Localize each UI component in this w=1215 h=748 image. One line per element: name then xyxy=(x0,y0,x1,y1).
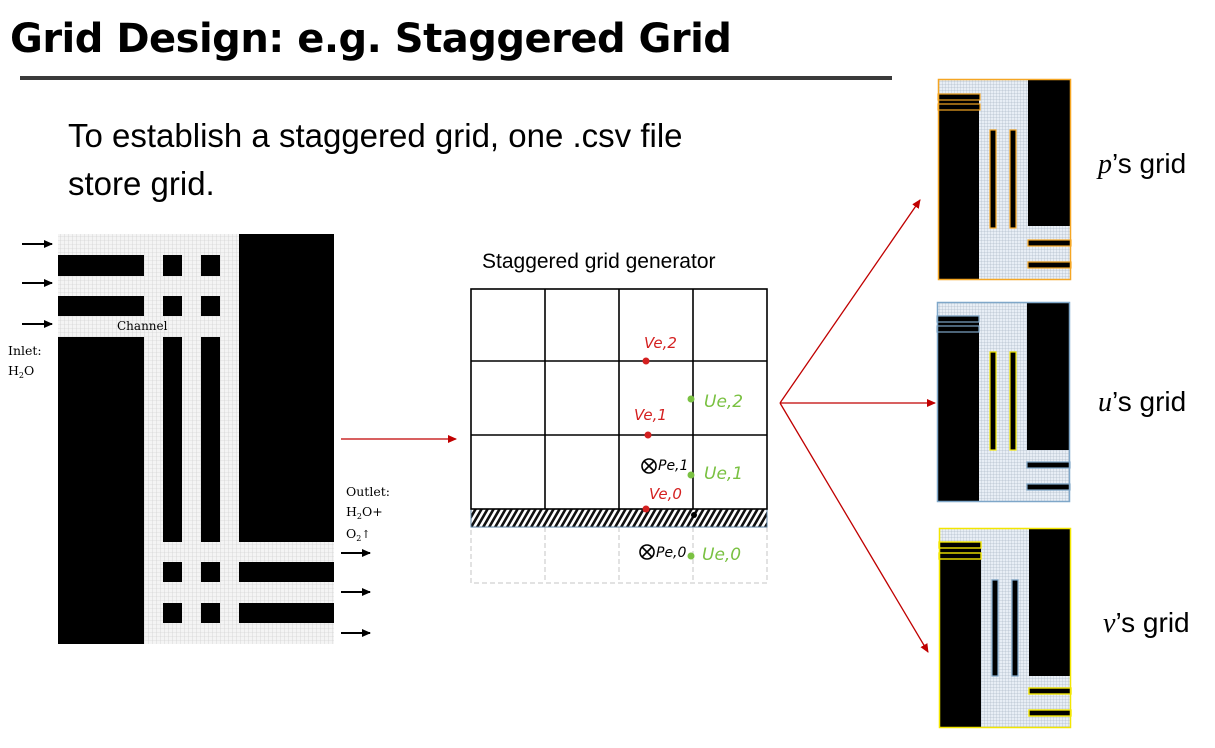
outlet-label: Outlet: H2O+ O2↑ xyxy=(346,482,390,546)
solid-block xyxy=(163,603,182,623)
inlet-arrows xyxy=(22,240,53,328)
v-point xyxy=(642,505,650,513)
flow-arrow-to-p-grid xyxy=(779,199,921,404)
u-point xyxy=(687,471,695,479)
domain-figure xyxy=(58,234,334,644)
solid-block xyxy=(58,255,144,276)
solid-block xyxy=(163,337,182,542)
generator-title: Staggered grid generator xyxy=(482,250,716,273)
channel-label: Channel xyxy=(117,319,168,333)
wall-boundary xyxy=(470,508,768,528)
solid-block xyxy=(201,255,220,276)
p-grid-label: p’s grid xyxy=(1098,148,1187,180)
circle-cross-icon xyxy=(639,544,655,560)
solid-block xyxy=(201,296,220,316)
solid-block xyxy=(163,296,182,316)
v-i0-label: Ve,0 xyxy=(649,485,682,503)
u-i1-label: Ue,1 xyxy=(704,464,743,484)
staggered-grid-sketch: Ve,2 Ve,1 Ve,0 Ue,2 Ue,1 Ue,0 Pe,1 Pe,0 xyxy=(470,288,768,584)
v-i1-label: Ve,1 xyxy=(634,406,667,424)
outlet-arrows xyxy=(341,549,371,637)
solid-block xyxy=(239,562,334,582)
u-i2-label: Ue,2 xyxy=(704,392,743,412)
outlet-species-2: O2↑ xyxy=(346,526,371,543)
u-grid-label: u’s grid xyxy=(1098,386,1187,418)
v-point xyxy=(644,431,652,439)
body-line-2: store grid. xyxy=(68,165,215,202)
solid-block xyxy=(239,234,334,542)
slide-title: Grid Design: e.g. Staggered Grid xyxy=(10,16,732,62)
inlet-species: H2O xyxy=(8,363,35,380)
solid-block xyxy=(201,603,220,623)
title-underline xyxy=(20,76,892,80)
body-line-1: To establish a staggered grid, one .csv … xyxy=(68,117,683,154)
corner-point xyxy=(691,512,697,518)
outlet-species-1: H2O+ xyxy=(346,504,383,521)
solid-block xyxy=(239,603,334,623)
p-grid-image xyxy=(937,78,1072,281)
flow-arrow-to-v-grid xyxy=(779,402,929,653)
solid-block xyxy=(163,562,182,582)
p-i1-label: Pe,1 xyxy=(658,458,688,474)
v-grid-label: v’s grid xyxy=(1103,607,1190,639)
u-point xyxy=(687,395,695,403)
inlet-title: Inlet: xyxy=(8,343,42,358)
circle-cross-icon xyxy=(641,458,657,474)
inlet-label: Inlet: H2O xyxy=(8,341,42,383)
main-cells xyxy=(470,288,768,510)
v-grid-image xyxy=(938,527,1072,729)
v-i2-label: Ve,2 xyxy=(644,334,677,352)
arrow-up-icon: ↑ xyxy=(361,528,371,541)
u-grid-image xyxy=(936,301,1071,503)
v-point xyxy=(642,357,650,365)
u-i0-label: Ue,0 xyxy=(702,545,741,565)
solid-block xyxy=(58,296,144,316)
solid-block xyxy=(201,337,220,542)
p-i0-label: Pe,0 xyxy=(656,545,687,561)
u-point xyxy=(687,552,695,560)
solid-block xyxy=(58,337,144,644)
solid-block xyxy=(201,562,220,582)
body-text: To establish a staggered grid, one .csv … xyxy=(68,112,828,208)
outlet-title: Outlet: xyxy=(346,484,390,499)
solid-block xyxy=(163,255,182,276)
